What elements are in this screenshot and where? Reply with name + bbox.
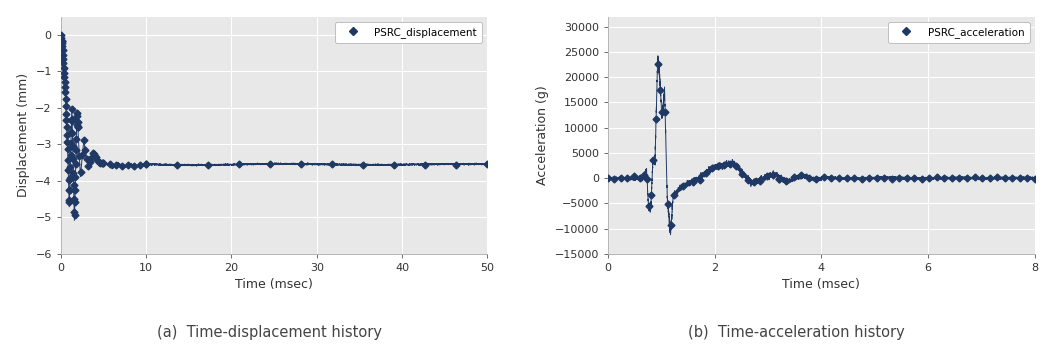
X-axis label: Time (msec): Time (msec) <box>783 278 861 291</box>
PSRC_acceleration <box>645 193 657 197</box>
PSRC_acceleration <box>652 62 665 66</box>
Text: (a)  Time-displacement history: (a) Time-displacement history <box>156 324 382 339</box>
Legend: PSRC_acceleration: PSRC_acceleration <box>888 22 1030 43</box>
PSRC_acceleration <box>968 175 981 180</box>
PSRC_displacement <box>70 136 82 141</box>
Line: PSRC_displacement: PSRC_displacement <box>58 32 490 218</box>
Y-axis label: Acceleration (g): Acceleration (g) <box>536 85 549 185</box>
Legend: PSRC_displacement: PSRC_displacement <box>334 22 482 43</box>
PSRC_acceleration <box>706 166 718 170</box>
PSRC_acceleration <box>665 223 677 227</box>
PSRC_displacement <box>66 157 79 161</box>
PSRC_displacement <box>58 80 71 84</box>
PSRC_displacement <box>62 188 75 193</box>
PSRC_displacement <box>481 162 494 167</box>
Y-axis label: Displacement (mm): Displacement (mm) <box>17 73 30 197</box>
Line: PSRC_acceleration: PSRC_acceleration <box>606 62 1037 227</box>
PSRC_acceleration <box>668 193 680 197</box>
PSRC_acceleration <box>601 176 614 180</box>
PSRC_displacement <box>264 162 276 166</box>
PSRC_displacement <box>55 33 68 37</box>
Text: (b)  Time-acceleration history: (b) Time-acceleration history <box>688 324 905 339</box>
PSRC_acceleration <box>810 177 823 182</box>
PSRC_displacement <box>69 175 81 179</box>
X-axis label: Time (msec): Time (msec) <box>235 278 313 291</box>
PSRC_displacement <box>69 213 81 217</box>
PSRC_acceleration <box>754 178 767 183</box>
PSRC_acceleration <box>1029 176 1041 181</box>
